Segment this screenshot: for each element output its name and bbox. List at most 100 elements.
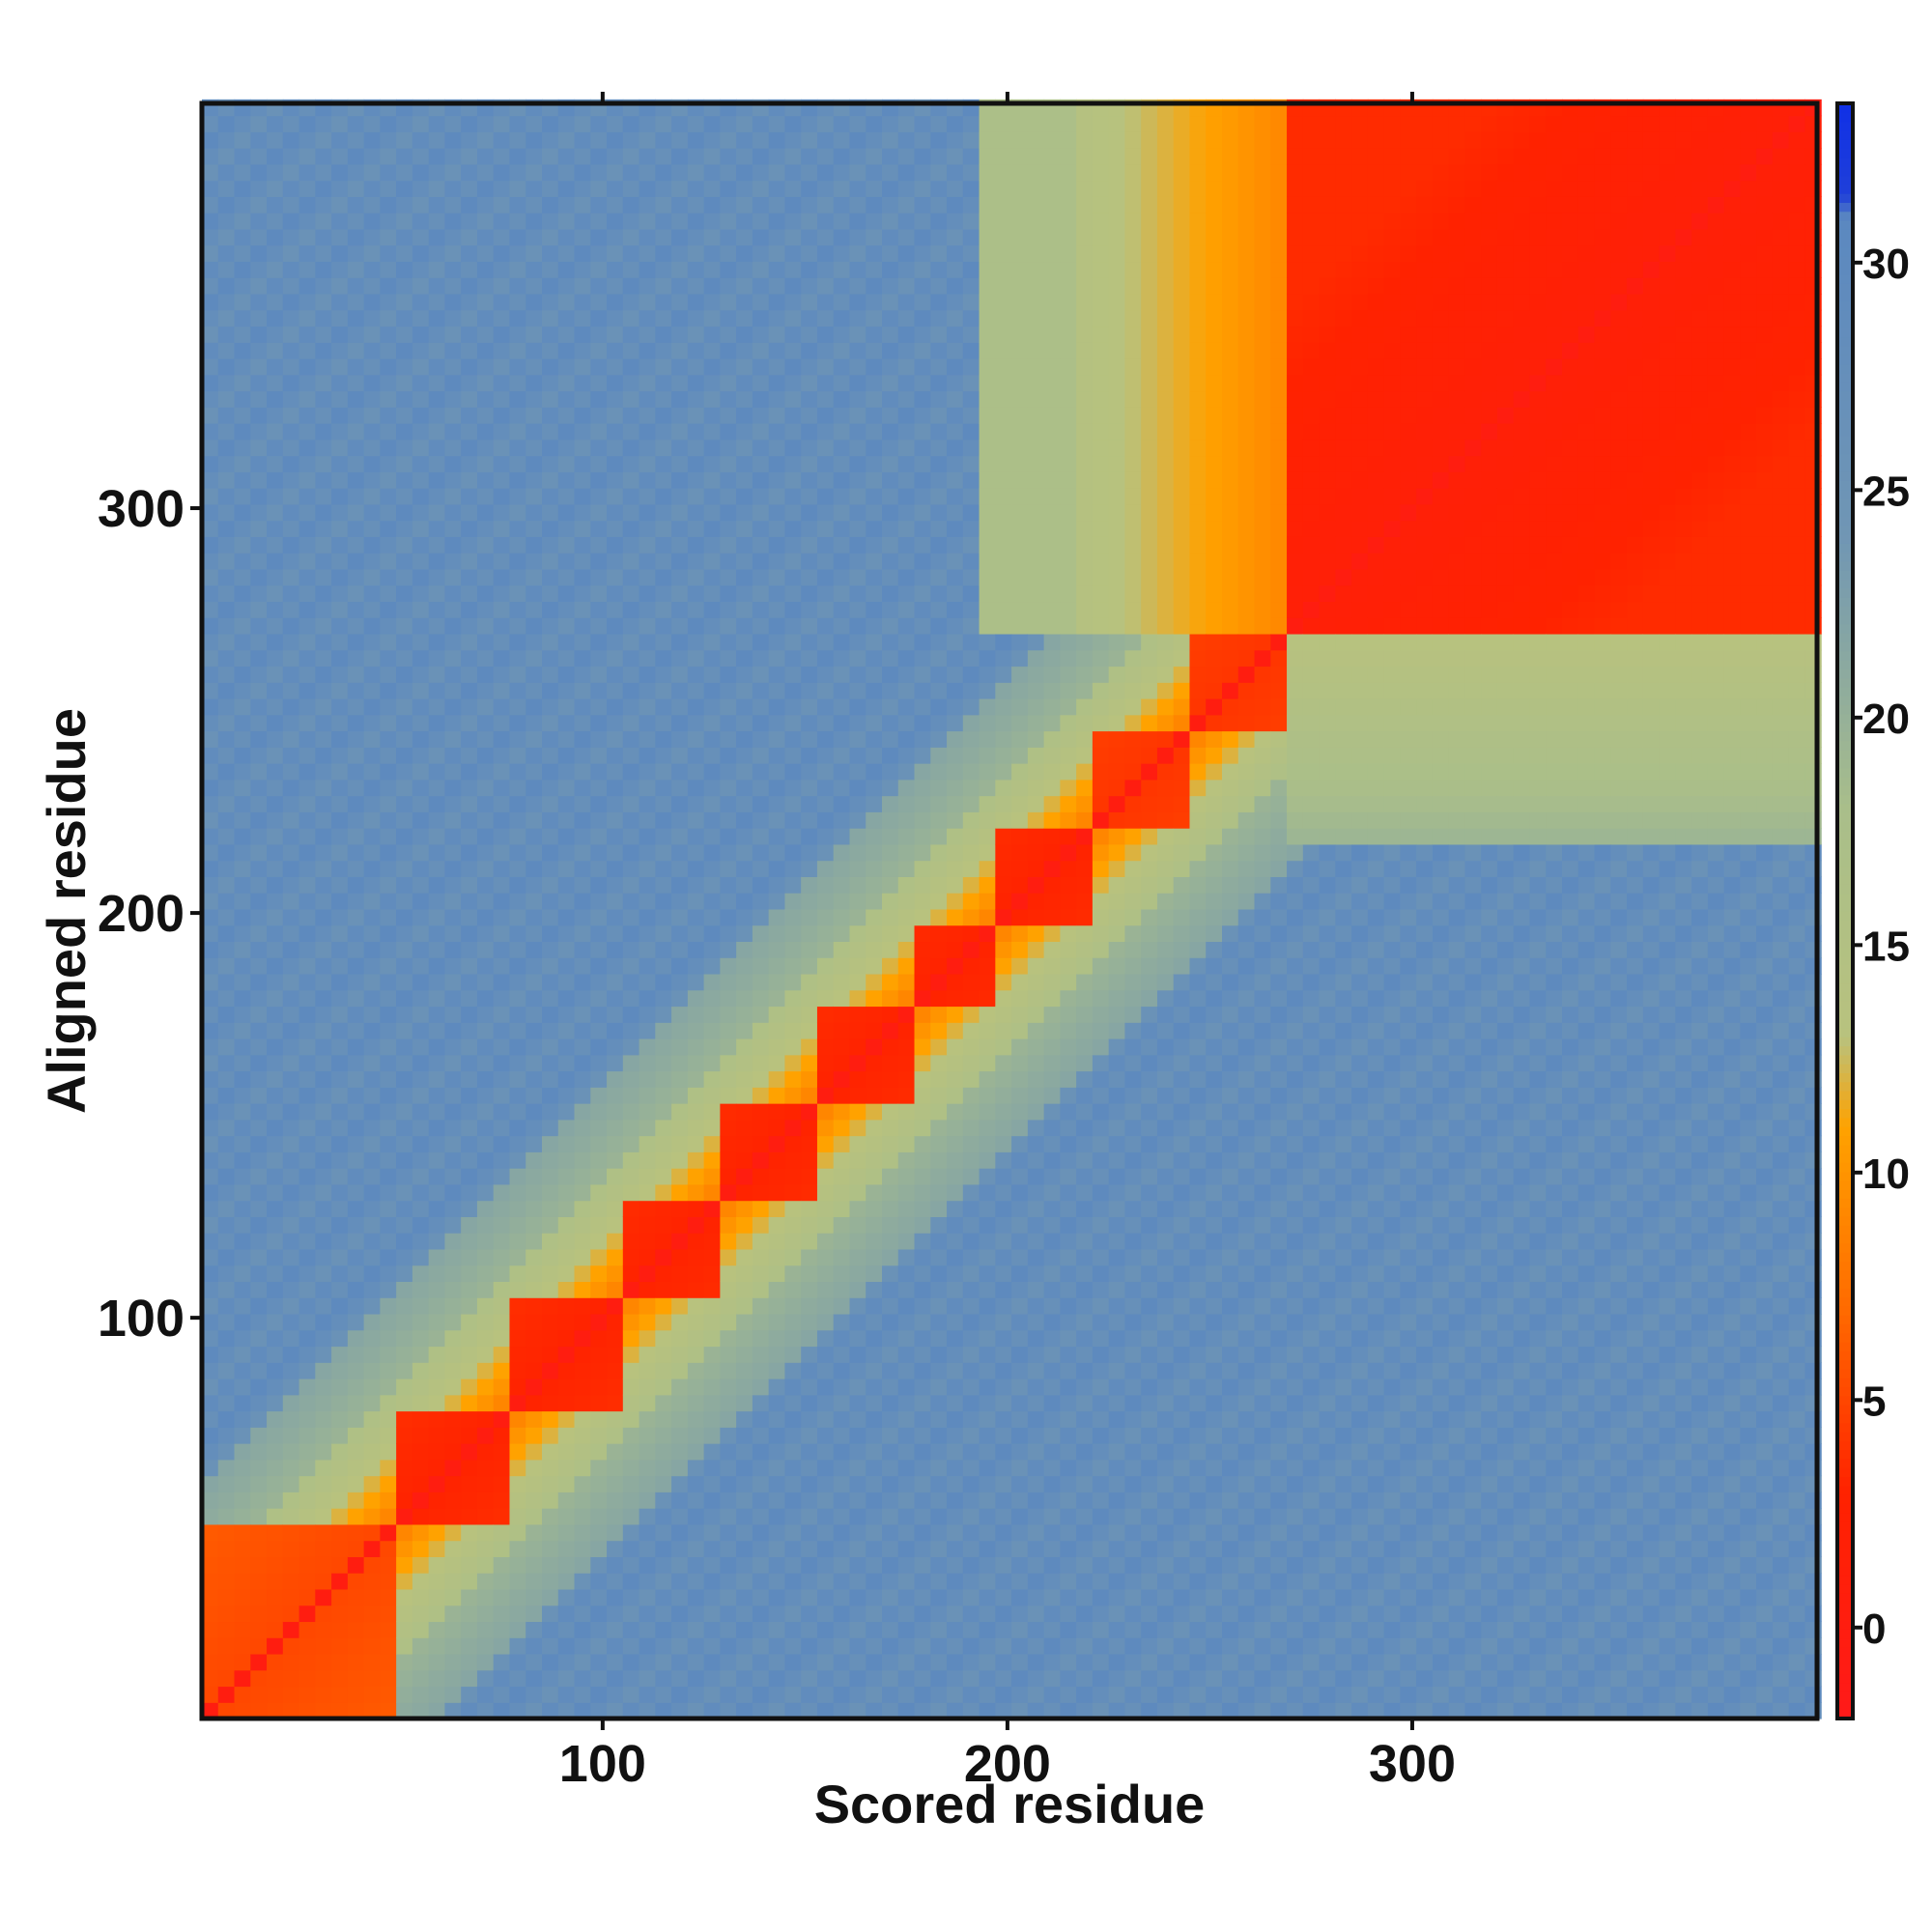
heatmap-cell bbox=[363, 390, 381, 408]
heatmap-cell bbox=[250, 471, 268, 489]
heatmap-cell bbox=[590, 1264, 608, 1283]
heatmap-cell bbox=[720, 1653, 737, 1671]
heatmap-cell bbox=[428, 1443, 445, 1461]
heatmap-cell bbox=[315, 893, 332, 910]
heatmap-cells bbox=[202, 99, 1822, 1719]
heatmap-cell bbox=[509, 1588, 526, 1606]
heatmap-cell bbox=[995, 811, 1012, 829]
heatmap-cell bbox=[784, 860, 802, 877]
heatmap-cell bbox=[607, 1264, 624, 1283]
heatmap-cell bbox=[962, 1313, 980, 1331]
heatmap-cell bbox=[444, 1183, 462, 1202]
heatmap-cell bbox=[703, 1006, 721, 1023]
heatmap-cell bbox=[930, 1183, 948, 1202]
heatmap-cell bbox=[526, 1475, 543, 1492]
heatmap-cell bbox=[331, 1281, 349, 1298]
heatmap-cell bbox=[962, 1653, 980, 1671]
heatmap-cell bbox=[752, 390, 770, 408]
heatmap-cell bbox=[703, 1410, 721, 1428]
heatmap-cell bbox=[816, 261, 835, 278]
heatmap-cell bbox=[914, 503, 931, 522]
heatmap-cell bbox=[444, 1394, 462, 1412]
heatmap-cell bbox=[671, 1200, 689, 1217]
heatmap-cell bbox=[202, 374, 219, 392]
heatmap-cell bbox=[476, 536, 495, 554]
heatmap-cell bbox=[380, 471, 397, 489]
heatmap-cell bbox=[897, 601, 916, 618]
heatmap-cell bbox=[509, 180, 526, 197]
heatmap-cell bbox=[930, 876, 948, 894]
heatmap-cell bbox=[849, 439, 867, 457]
heatmap-cell bbox=[768, 893, 785, 910]
heatmap-cell bbox=[250, 1103, 268, 1121]
heatmap-cell bbox=[947, 633, 964, 651]
heatmap-cell bbox=[720, 601, 737, 618]
heatmap-cell bbox=[202, 439, 219, 457]
heatmap-cell bbox=[509, 228, 526, 246]
heatmap-cell bbox=[962, 553, 980, 570]
heatmap-cell bbox=[866, 488, 883, 505]
heatmap-cell bbox=[720, 503, 737, 522]
heatmap-cell bbox=[703, 1329, 721, 1348]
heatmap-cell bbox=[461, 1540, 478, 1557]
heatmap-cell bbox=[542, 553, 559, 570]
heatmap-cell bbox=[461, 1459, 478, 1477]
heatmap-cell bbox=[298, 163, 316, 182]
heatmap-cell bbox=[833, 163, 851, 182]
heatmap-cell bbox=[882, 1070, 899, 1088]
heatmap-cell bbox=[736, 908, 753, 926]
heatmap-cell bbox=[267, 1313, 284, 1331]
heatmap-cell bbox=[671, 633, 689, 651]
heatmap-cell bbox=[590, 358, 608, 376]
heatmap-cell bbox=[962, 309, 980, 327]
heatmap-cell bbox=[639, 1702, 656, 1719]
heatmap-cell bbox=[250, 1686, 268, 1703]
heatmap-cell bbox=[217, 520, 236, 537]
heatmap-cell bbox=[752, 747, 770, 764]
heatmap-cell bbox=[784, 1637, 802, 1655]
heatmap-cell bbox=[282, 730, 300, 748]
heatmap-cell bbox=[444, 714, 462, 732]
heatmap-cell bbox=[720, 374, 737, 392]
heatmap-cell bbox=[428, 213, 445, 230]
heatmap-cell bbox=[315, 1329, 332, 1348]
heatmap-cell bbox=[897, 358, 916, 376]
heatmap-cell bbox=[866, 1087, 883, 1104]
heatmap-cell bbox=[801, 1070, 818, 1088]
heatmap-cell bbox=[882, 1605, 899, 1623]
heatmap-cell bbox=[509, 131, 526, 149]
heatmap-cell bbox=[428, 1540, 445, 1557]
heatmap-cell bbox=[882, 1297, 899, 1315]
heatmap-cell bbox=[947, 115, 964, 132]
heatmap-cell bbox=[930, 553, 948, 570]
heatmap-cell bbox=[784, 1605, 802, 1623]
heatmap-cell bbox=[736, 196, 753, 213]
heatmap-cell bbox=[557, 326, 576, 343]
heatmap-cell bbox=[882, 811, 899, 829]
heatmap-cell bbox=[509, 390, 526, 408]
heatmap-cell bbox=[849, 390, 867, 408]
heatmap-cell bbox=[849, 1264, 867, 1283]
heatmap-cell bbox=[930, 714, 948, 732]
heatmap-cell bbox=[962, 1151, 980, 1169]
heatmap-cell bbox=[202, 973, 219, 991]
heatmap-cell bbox=[509, 196, 526, 213]
heatmap-cell bbox=[428, 1362, 445, 1379]
heatmap-cell bbox=[476, 131, 495, 149]
heatmap-cell bbox=[866, 115, 883, 132]
heatmap-cell bbox=[622, 1216, 640, 1234]
heatmap-cell bbox=[882, 488, 899, 505]
heatmap-cell bbox=[784, 924, 802, 943]
heatmap-cell bbox=[720, 390, 737, 408]
heatmap-cell bbox=[962, 1038, 980, 1056]
heatmap-cell bbox=[655, 1686, 672, 1703]
heatmap-cell bbox=[720, 714, 737, 732]
heatmap-cell bbox=[914, 568, 931, 586]
heatmap-cell bbox=[687, 811, 705, 829]
heatmap-cell bbox=[315, 795, 332, 812]
heatmap-cell bbox=[234, 568, 251, 586]
heatmap-cell bbox=[557, 893, 576, 910]
heatmap-cell bbox=[217, 439, 236, 457]
heatmap-cell bbox=[622, 682, 640, 699]
heatmap-cell bbox=[947, 1054, 964, 1072]
